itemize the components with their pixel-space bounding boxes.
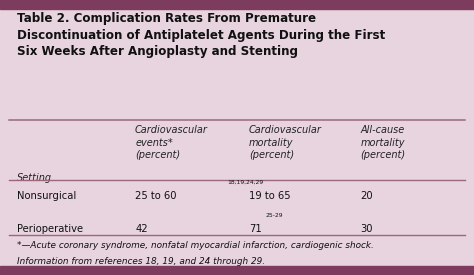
Text: Setting: Setting [17, 173, 52, 183]
Text: 30: 30 [360, 224, 373, 234]
Text: Cardiovascular
mortality
(percent): Cardiovascular mortality (percent) [249, 125, 322, 160]
Text: 71: 71 [249, 224, 262, 234]
Text: 19 to 65: 19 to 65 [249, 191, 291, 201]
Text: 18,19,24,29: 18,19,24,29 [227, 180, 263, 185]
Text: Cardiovascular
events*
(percent): Cardiovascular events* (percent) [135, 125, 208, 160]
Text: All-cause
mortality
(percent): All-cause mortality (percent) [360, 125, 405, 160]
Bar [0, 266, 474, 275]
Text: 42: 42 [135, 224, 148, 234]
Text: Table 2. Complication Rates From Premature
Discontinuation of Antiplatelet Agent: Table 2. Complication Rates From Prematu… [17, 12, 385, 58]
Bar [0, 0, 474, 9]
Text: Perioperative: Perioperative [17, 224, 83, 234]
Text: 20: 20 [360, 191, 373, 201]
Text: *—Acute coronary syndrome, nonfatal myocardial infarction, cardiogenic shock.: *—Acute coronary syndrome, nonfatal myoc… [17, 241, 374, 250]
Text: 25-29: 25-29 [265, 213, 283, 218]
Text: Nonsurgical: Nonsurgical [17, 191, 76, 201]
Text: 25 to 60: 25 to 60 [135, 191, 177, 201]
Text: Information from references 18, 19, and 24 through 29.: Information from references 18, 19, and … [17, 257, 264, 266]
